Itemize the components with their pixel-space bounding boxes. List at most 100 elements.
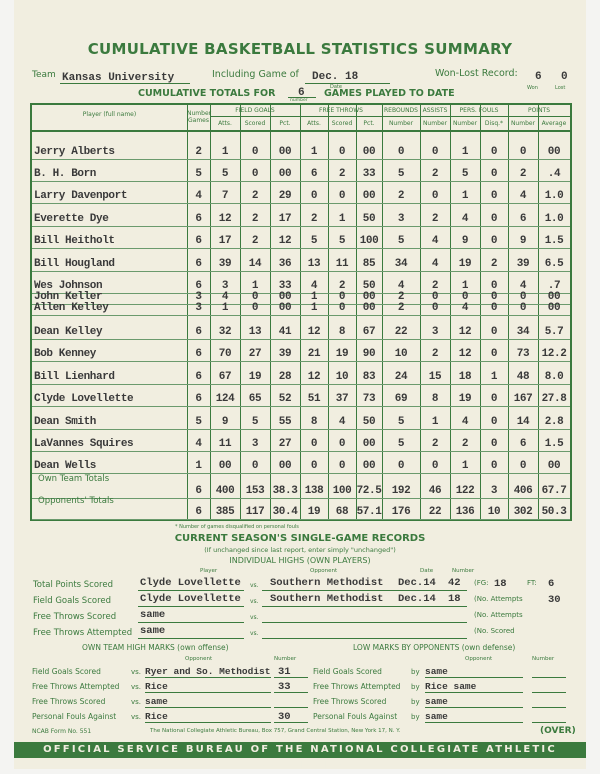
- header-free-throws: FREE THROWS: [319, 107, 363, 114]
- record-player: same: [140, 609, 166, 621]
- stat-cell: 33: [278, 280, 292, 292]
- stat-cell: 48: [516, 371, 530, 383]
- stat-cell: 1: [310, 302, 318, 314]
- mark-prefix: by: [411, 713, 420, 721]
- stat-cell: 00: [547, 460, 561, 472]
- stat-cell: 0: [519, 302, 527, 314]
- stat-cell: 67.7: [541, 485, 567, 497]
- column-divider: [450, 105, 451, 519]
- row-rule: [32, 293, 570, 294]
- record-number: 18: [448, 593, 461, 605]
- stat-cell: 5: [221, 168, 229, 180]
- stat-cell: 0: [431, 302, 439, 314]
- line: [425, 692, 523, 693]
- stat-cell: 1: [310, 146, 318, 158]
- including-game: Dec. 18: [312, 71, 359, 83]
- stat-cell: 138: [304, 485, 324, 497]
- row-rule: [32, 271, 570, 272]
- header-rebounds: REBOUNDS: [383, 107, 418, 114]
- stat-cell: 2: [338, 280, 346, 292]
- stat-cell: 0: [490, 213, 498, 225]
- number-caption: number: [290, 98, 308, 103]
- mark-opponent: same: [145, 696, 168, 707]
- stat-cell: 32: [218, 326, 232, 338]
- stat-cell: 55: [278, 416, 292, 428]
- stat-cell: 39: [278, 348, 292, 360]
- stat-cell: 0: [519, 291, 527, 303]
- stat-cell: 72.5: [356, 485, 382, 497]
- stat-cell: 9: [519, 235, 527, 247]
- stat-cell: 100: [359, 235, 379, 247]
- mark-opponent: Rice same: [425, 681, 477, 692]
- stat-cell: 65: [248, 393, 262, 405]
- stat-cell: 37: [335, 393, 349, 405]
- line: [138, 590, 244, 591]
- mark-prefix: vs.: [131, 668, 142, 676]
- line: [532, 677, 566, 678]
- mark-prefix: by: [411, 683, 420, 691]
- stat-cell: 5: [397, 168, 405, 180]
- record-player: same: [140, 625, 166, 637]
- stat-cell: 4: [431, 235, 439, 247]
- line: [262, 606, 467, 607]
- stat-cell: 1: [490, 371, 498, 383]
- stat-cell: 385: [215, 506, 235, 518]
- stat-cell: 10: [394, 348, 408, 360]
- stat-cell: 5: [338, 235, 346, 247]
- stat-cell: 00: [278, 146, 292, 158]
- stat-cell: 1: [251, 280, 259, 292]
- stat-cell: 8.0: [544, 371, 564, 383]
- player-name: B. H. Born: [34, 168, 97, 180]
- vs-label: vs.: [250, 598, 259, 605]
- line: [138, 622, 244, 623]
- subheader: Disq.*: [484, 120, 504, 127]
- line: [274, 677, 308, 678]
- stat-cell: 0: [431, 190, 439, 202]
- record-opponent: Southern Methodist: [270, 577, 384, 589]
- stat-cell: 50: [362, 213, 376, 225]
- line: [274, 707, 308, 708]
- stat-cell: 17: [218, 235, 232, 247]
- stat-cell: 70: [218, 348, 232, 360]
- header-field-goals: FIELD GOALS: [235, 107, 275, 114]
- subheader: Average: [541, 120, 567, 127]
- stat-cell: 5: [251, 416, 259, 428]
- stat-cell: 73: [362, 393, 376, 405]
- player-name: Bob Kenney: [34, 348, 97, 360]
- stat-cell: 50: [362, 280, 376, 292]
- stat-cell: 2: [431, 348, 439, 360]
- stat-cell: 73: [516, 348, 530, 360]
- stat-cell: 11: [335, 258, 349, 270]
- mark-prefix: vs.: [131, 698, 142, 706]
- stat-cell: 2: [397, 302, 405, 314]
- row-rule: [32, 519, 570, 520]
- line: [138, 606, 244, 607]
- stat-cell: 406: [513, 485, 533, 497]
- stat-cell: 0: [310, 190, 318, 202]
- record-extra-label: (No. Attempts: [474, 611, 523, 619]
- stat-cell: 6: [195, 348, 202, 360]
- team-name: Kansas University: [62, 72, 175, 84]
- player-name: Bill Lienhard: [34, 371, 115, 383]
- games-played: 6: [298, 87, 305, 99]
- col-opponent: Opponent: [465, 656, 493, 662]
- stat-cell: 2.8: [544, 416, 564, 428]
- stat-cell: 29: [278, 190, 292, 202]
- cumulative-prefix: CUMULATIVE TOTALS FOR: [138, 88, 276, 99]
- stat-cell: 4: [519, 280, 527, 292]
- mark-label: Free Throws Scored: [32, 697, 106, 706]
- stat-cell: 0: [397, 146, 405, 158]
- subheader: Number: [452, 120, 478, 127]
- stat-cell: 10: [335, 371, 349, 383]
- subheader: Atts.: [218, 120, 232, 127]
- team-label: Team: [32, 70, 56, 80]
- header-points: POINTS: [527, 107, 551, 114]
- stat-cell: 2: [431, 438, 439, 450]
- stat-cell: 14: [248, 258, 262, 270]
- stat-cell: 39: [516, 258, 530, 270]
- stat-cell: 8: [310, 416, 318, 428]
- mark-number: 31: [278, 666, 291, 678]
- stat-cell: 50: [362, 416, 376, 428]
- stat-cell: 12: [458, 326, 472, 338]
- stat-cell: 90: [362, 348, 376, 360]
